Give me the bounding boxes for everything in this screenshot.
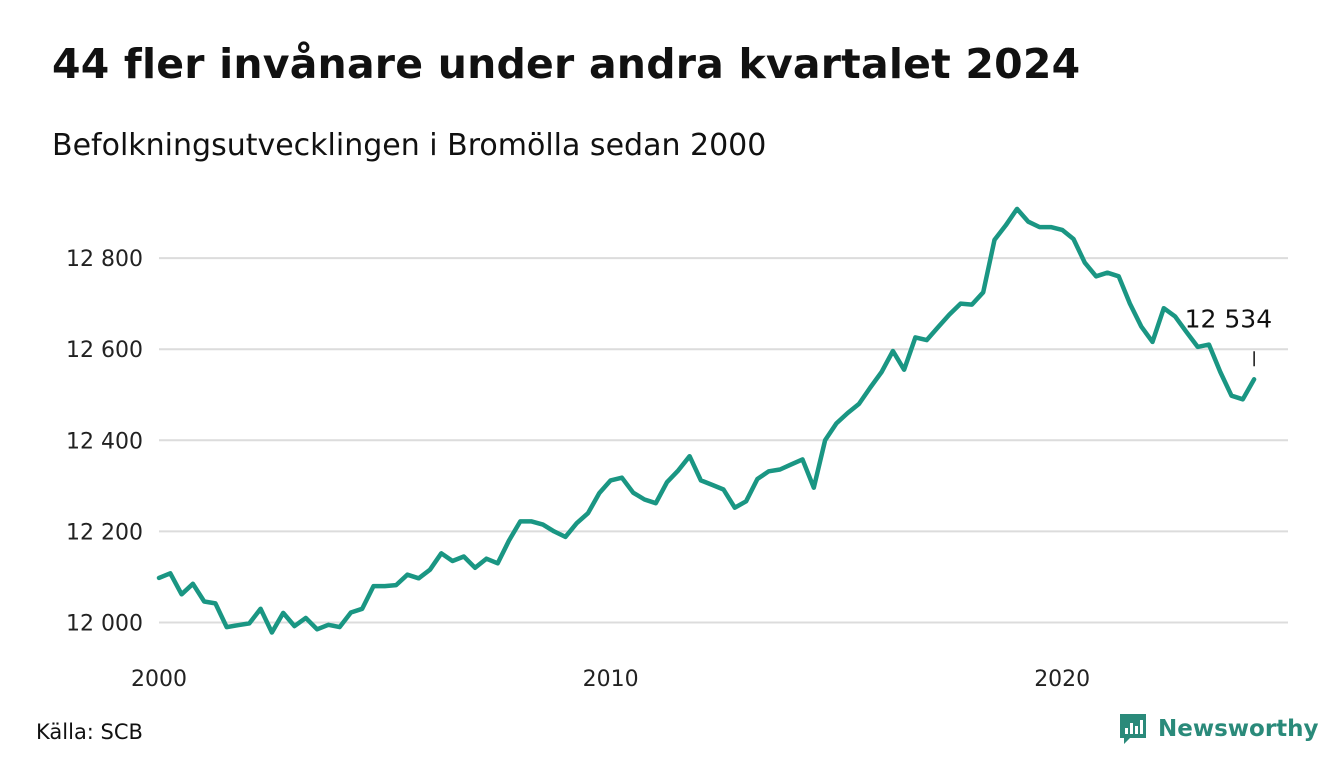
last-value-label: 12 534	[1185, 304, 1272, 333]
chart-title: 44 fler invånare under andra kvartalet 2…	[52, 40, 1081, 88]
x-tick-label: 2000	[131, 667, 187, 692]
source-note: Källa: SCB	[36, 720, 143, 744]
x-axis-tick-labels: 2000 2010 2020	[131, 667, 1090, 692]
brand-logo: Newsworthy	[1118, 712, 1319, 746]
brand-name: Newsworthy	[1158, 716, 1319, 742]
x-tick-label: 2020	[1034, 667, 1090, 692]
population-series-line	[156, 206, 1257, 635]
y-tick-label: 12 000	[66, 612, 143, 637]
x-tick-label: 2010	[583, 667, 639, 692]
y-tick-label: 12 600	[66, 338, 143, 363]
newsworthy-logo-icon	[1120, 714, 1146, 744]
chart-subtitle: Befolkningsutvecklingen i Bromölla sedan…	[52, 128, 767, 163]
annotation-layer: 12 534	[1185, 304, 1272, 367]
y-tick-label: 12 800	[66, 247, 143, 272]
gridlines	[159, 257, 1288, 624]
series-layer	[156, 206, 1257, 635]
y-tick-label: 12 200	[66, 520, 143, 545]
y-tick-label: 12 400	[66, 429, 143, 454]
y-axis-tick-labels: 12 000 12 200 12 400 12 600 12 800	[66, 247, 143, 636]
